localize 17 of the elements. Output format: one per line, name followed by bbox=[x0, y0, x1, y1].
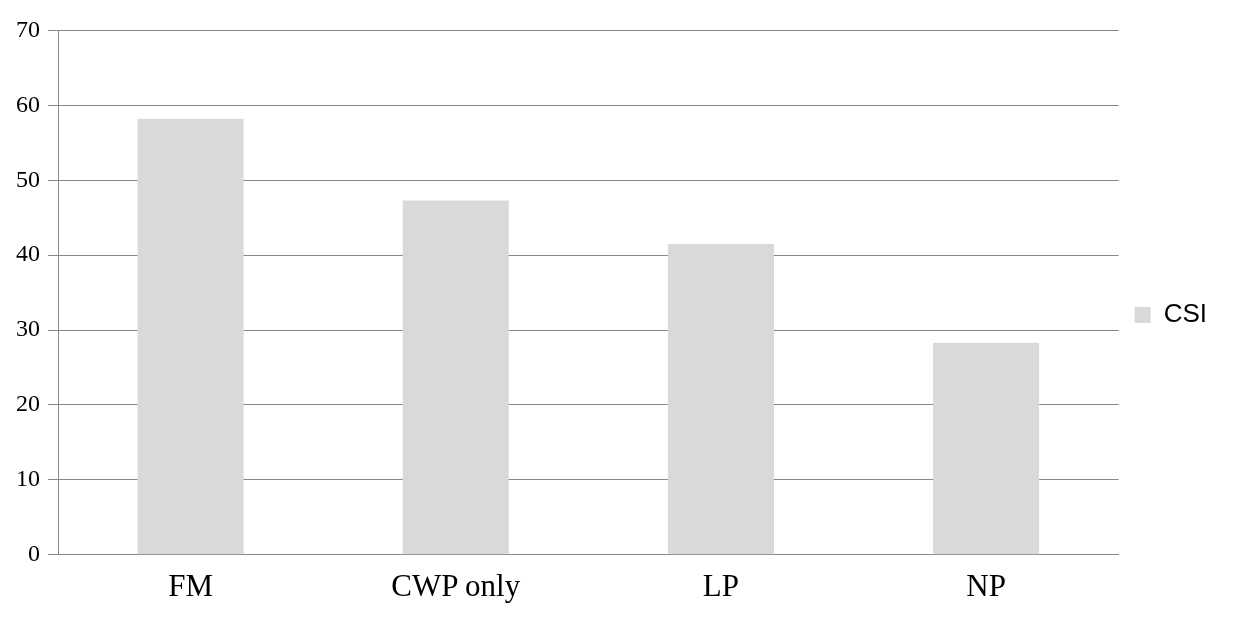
y-tick-label: 30 bbox=[16, 315, 40, 342]
x-tick-label: NP bbox=[966, 567, 1006, 603]
bar bbox=[137, 118, 244, 555]
x-tick-label: CWP only bbox=[391, 567, 521, 603]
bar bbox=[933, 342, 1040, 555]
y-tick-label: 50 bbox=[16, 165, 40, 192]
y-tick-label: 40 bbox=[16, 240, 40, 267]
x-tick-label: LP bbox=[702, 567, 740, 603]
y-tick-label: 0 bbox=[28, 540, 40, 567]
bar bbox=[667, 243, 774, 555]
y-tick-label: 70 bbox=[16, 15, 40, 42]
bar bbox=[402, 200, 509, 555]
legend-label: CSI bbox=[1163, 298, 1207, 329]
y-tick-label: 60 bbox=[16, 90, 40, 117]
x-tick-label: FM bbox=[168, 567, 213, 603]
y-tick-label: 20 bbox=[16, 390, 40, 417]
y-tick-label: 10 bbox=[16, 465, 40, 492]
